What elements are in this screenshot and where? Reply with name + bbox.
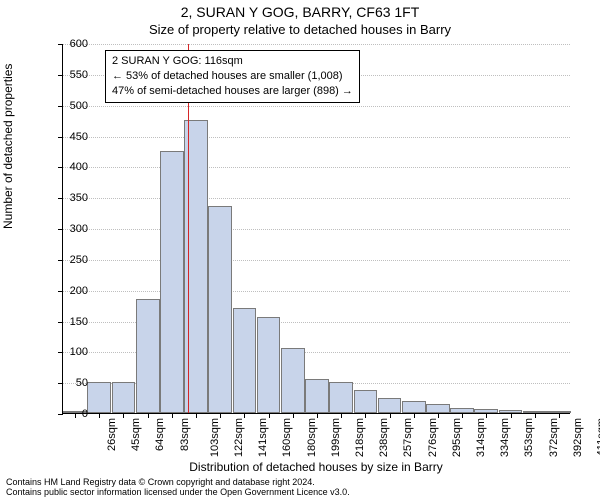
chart-container: 2, SURAN Y GOG, BARRY, CF63 1FT Size of …: [0, 0, 600, 500]
y-tick-label: 50: [48, 377, 88, 389]
x-tick-mark: [390, 413, 391, 418]
histogram-bar: [160, 151, 184, 413]
histogram-bar: [281, 348, 305, 413]
y-tick-label: 300: [48, 223, 88, 235]
histogram-bar: [305, 379, 329, 413]
x-tick-mark: [341, 413, 342, 418]
histogram-bar: [112, 382, 136, 413]
x-tick-mark: [559, 413, 560, 418]
x-tick-label: 218sqm: [354, 418, 366, 457]
plot-area: 26sqm45sqm64sqm83sqm103sqm122sqm141sqm16…: [62, 44, 570, 414]
histogram-bar: [354, 390, 378, 413]
x-tick-mark: [244, 413, 245, 418]
x-tick-label: 295sqm: [451, 418, 463, 457]
gridline: [63, 137, 570, 138]
gridline: [63, 106, 570, 107]
histogram-bar: [426, 404, 450, 413]
x-tick-mark: [220, 413, 221, 418]
gridline: [63, 44, 570, 45]
x-tick-label: 45sqm: [130, 418, 142, 451]
x-tick-mark: [172, 413, 173, 418]
annotation-line-1: 2 SURAN Y GOG: 116sqm: [112, 54, 353, 69]
x-tick-label: 141sqm: [257, 418, 269, 457]
x-tick-mark: [438, 413, 439, 418]
x-tick-mark: [269, 413, 270, 418]
x-tick-mark: [99, 413, 100, 418]
x-tick-label: 372sqm: [548, 418, 560, 457]
annotation-line-3: 47% of semi-detached houses are larger (…: [112, 84, 353, 99]
y-tick-label: 550: [48, 69, 88, 81]
x-tick-mark: [317, 413, 318, 418]
y-tick-label: 0: [48, 408, 88, 420]
histogram-bar: [257, 317, 281, 413]
x-tick-label: 276sqm: [427, 418, 439, 457]
x-tick-label: 334sqm: [499, 418, 511, 457]
histogram-bar: [136, 299, 160, 413]
histogram-bar: [87, 382, 111, 413]
x-tick-label: 353sqm: [523, 418, 535, 457]
gridline: [63, 291, 570, 292]
y-tick-label: 150: [48, 316, 88, 328]
x-tick-label: 257sqm: [403, 418, 415, 457]
histogram-bar: [233, 308, 257, 413]
histogram-bar: [208, 206, 232, 413]
footer-line-2: Contains public sector information licen…: [6, 487, 350, 497]
gridline: [63, 229, 570, 230]
x-tick-mark: [511, 413, 512, 418]
x-tick-label: 199sqm: [330, 418, 342, 457]
x-axis-label: Distribution of detached houses by size …: [62, 460, 570, 474]
y-tick-label: 250: [48, 254, 88, 266]
y-tick-label: 600: [48, 38, 88, 50]
x-tick-label: 411sqm: [595, 418, 600, 456]
x-tick-label: 180sqm: [306, 418, 318, 457]
gridline: [63, 167, 570, 168]
x-tick-mark: [462, 413, 463, 418]
gridline: [63, 198, 570, 199]
annotation-line-2: ← 53% of detached houses are smaller (1,…: [112, 69, 353, 84]
histogram-bar: [378, 398, 402, 413]
y-tick-label: 400: [48, 161, 88, 173]
y-tick-label: 350: [48, 192, 88, 204]
x-tick-mark: [414, 413, 415, 418]
y-tick-label: 500: [48, 100, 88, 112]
x-tick-mark: [148, 413, 149, 418]
x-tick-label: 103sqm: [209, 418, 221, 457]
x-tick-label: 64sqm: [155, 418, 167, 451]
x-tick-mark: [365, 413, 366, 418]
x-tick-label: 160sqm: [282, 418, 294, 457]
x-tick-mark: [535, 413, 536, 418]
y-tick-label: 450: [48, 131, 88, 143]
x-tick-mark: [123, 413, 124, 418]
x-tick-label: 392sqm: [572, 418, 584, 457]
footer-line-1: Contains HM Land Registry data © Crown c…: [6, 477, 315, 487]
y-axis-label: Number of detached properties: [1, 64, 15, 229]
x-tick-label: 314sqm: [475, 418, 487, 457]
chart-title: 2, SURAN Y GOG, BARRY, CF63 1FT: [0, 4, 600, 20]
chart-subtitle: Size of property relative to detached ho…: [0, 22, 600, 37]
histogram-bar: [402, 401, 426, 413]
histogram-bar: [329, 382, 353, 413]
x-tick-mark: [196, 413, 197, 418]
gridline: [63, 260, 570, 261]
annotation-box: 2 SURAN Y GOG: 116sqm ← 53% of detached …: [105, 50, 360, 103]
x-tick-mark: [486, 413, 487, 418]
x-tick-label: 83sqm: [179, 418, 191, 451]
x-tick-mark: [293, 413, 294, 418]
y-tick-label: 100: [48, 346, 88, 358]
x-tick-label: 122sqm: [233, 418, 245, 457]
x-tick-label: 238sqm: [378, 418, 390, 457]
y-tick-label: 200: [48, 285, 88, 297]
footer-attribution: Contains HM Land Registry data © Crown c…: [6, 478, 350, 498]
x-tick-label: 26sqm: [106, 418, 118, 451]
